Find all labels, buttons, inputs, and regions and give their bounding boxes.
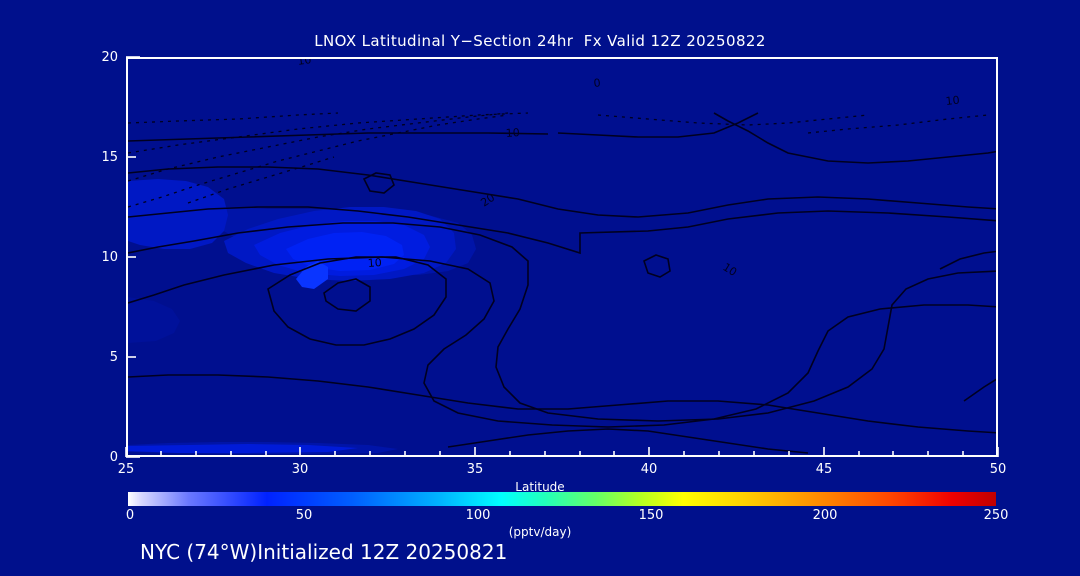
svg-text:0: 0 xyxy=(593,76,601,90)
colorbar-unit-label: (pptv/day) xyxy=(508,525,572,539)
page-title: LNOX Latitudinal Y−Section 24hr Fx Valid… xyxy=(314,32,766,50)
svg-text:20: 20 xyxy=(478,191,497,210)
colorbar-tick-200: 200 xyxy=(812,508,838,523)
ytick-label-0: 0 xyxy=(109,450,118,465)
x-axis-label: Latitude xyxy=(515,480,565,494)
xtick-label-35: 35 xyxy=(466,462,484,477)
xtick-label-45: 45 xyxy=(815,462,833,477)
svg-text:10: 10 xyxy=(945,94,960,108)
plot-area: 0 10 10 10 10 10 20 xyxy=(126,57,998,457)
contour-plot-svg: 0 10 10 10 10 10 20 xyxy=(128,57,998,455)
colorbar-tick-150: 150 xyxy=(638,508,664,523)
colorbar-tick-50: 50 xyxy=(295,508,313,523)
colorbar-gradient xyxy=(128,492,996,506)
colorbar-tick-250: 250 xyxy=(983,508,1009,523)
ytick-label-20: 20 xyxy=(101,50,118,65)
colorbar xyxy=(128,492,996,506)
svg-text:10: 10 xyxy=(505,126,520,140)
xtick-label-30: 30 xyxy=(291,462,309,477)
xtick-label-50: 50 xyxy=(989,462,1007,477)
plot-frame-top xyxy=(126,57,998,59)
svg-text:10: 10 xyxy=(297,57,313,68)
footer-caption: NYC (74°W)Initialized 12Z 20250821 xyxy=(140,540,508,564)
ytick-label-15: 15 xyxy=(101,150,118,165)
xtick-label-25: 25 xyxy=(117,462,135,477)
svg-text:10: 10 xyxy=(720,261,739,279)
svg-text:10: 10 xyxy=(367,256,382,270)
contour-labels: 0 10 10 10 10 10 20 xyxy=(297,57,961,279)
colorbar-tick-0: 0 xyxy=(125,508,135,523)
contour-lines-solid xyxy=(128,112,998,454)
ytick-label-5: 5 xyxy=(109,350,118,365)
ytick-label-10: 10 xyxy=(101,250,118,265)
colorbar-tick-100: 100 xyxy=(465,508,491,523)
contour-lines-dashed xyxy=(128,112,989,208)
xtick-label-40: 40 xyxy=(640,462,658,477)
plot-frame-right xyxy=(996,57,998,457)
